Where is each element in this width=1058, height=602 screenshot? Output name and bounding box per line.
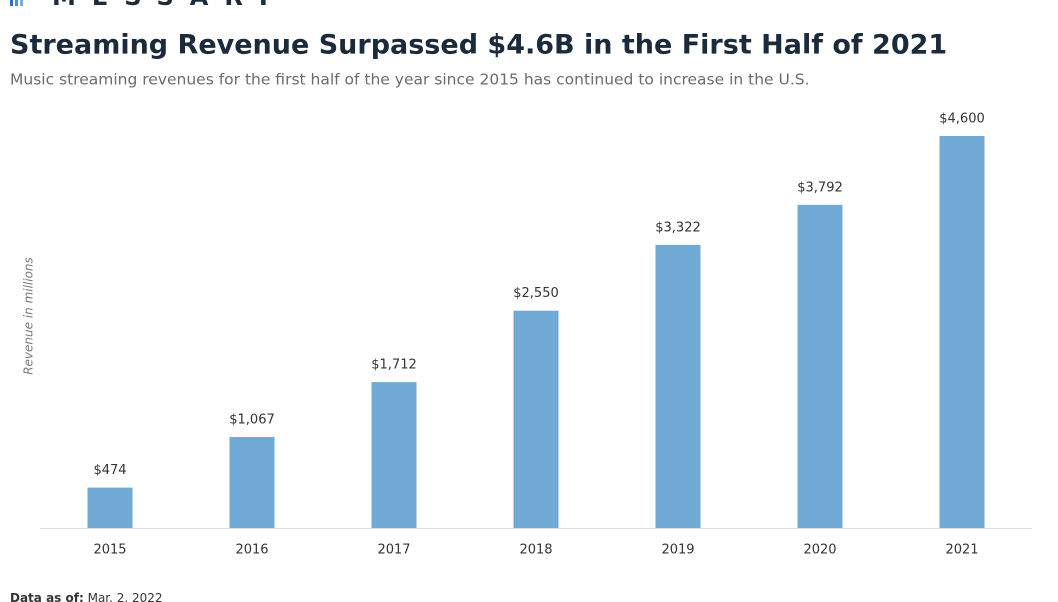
- x-tick-label: 2015: [93, 543, 126, 558]
- x-tick-label: 2021: [945, 543, 978, 558]
- bar: [371, 382, 417, 528]
- y-axis-label: Revenue in millions: [22, 257, 36, 375]
- value-label: $4,600: [939, 112, 985, 127]
- x-tick-label: 2018: [519, 543, 552, 558]
- x-tick-label: 2020: [803, 543, 836, 558]
- brand: MESSARI: [52, 0, 284, 11]
- value-label: $474: [93, 463, 126, 478]
- bar: [513, 310, 559, 528]
- value-label: $1,067: [229, 413, 275, 428]
- bar: [797, 204, 843, 528]
- footnote-date: Mar. 2, 2022: [88, 591, 163, 602]
- chart-title: Streaming Revenue Surpassed $4.6B in the…: [10, 30, 947, 61]
- x-tick-label: 2017: [377, 543, 410, 558]
- chart-subtitle: Music streaming revenues for the first h…: [10, 71, 810, 89]
- logo-bar: [10, 0, 13, 6]
- footnote: Data as of: Mar. 2, 2022: [10, 591, 163, 602]
- x-tick-label: 2016: [235, 543, 268, 558]
- value-label: $2,550: [513, 286, 559, 301]
- bar: [229, 437, 275, 528]
- value-label: $3,792: [797, 180, 843, 195]
- value-label: $3,322: [655, 220, 701, 235]
- logo-bar: [15, 0, 18, 6]
- bar: [939, 136, 985, 528]
- brand-logo: [10, 0, 23, 6]
- bar: [87, 487, 133, 528]
- value-label: $1,712: [371, 358, 417, 373]
- logo-bar: [20, 0, 23, 6]
- x-tick-label: 2019: [661, 543, 694, 558]
- bar: [655, 244, 701, 528]
- footnote-label: Data as of:: [10, 591, 84, 602]
